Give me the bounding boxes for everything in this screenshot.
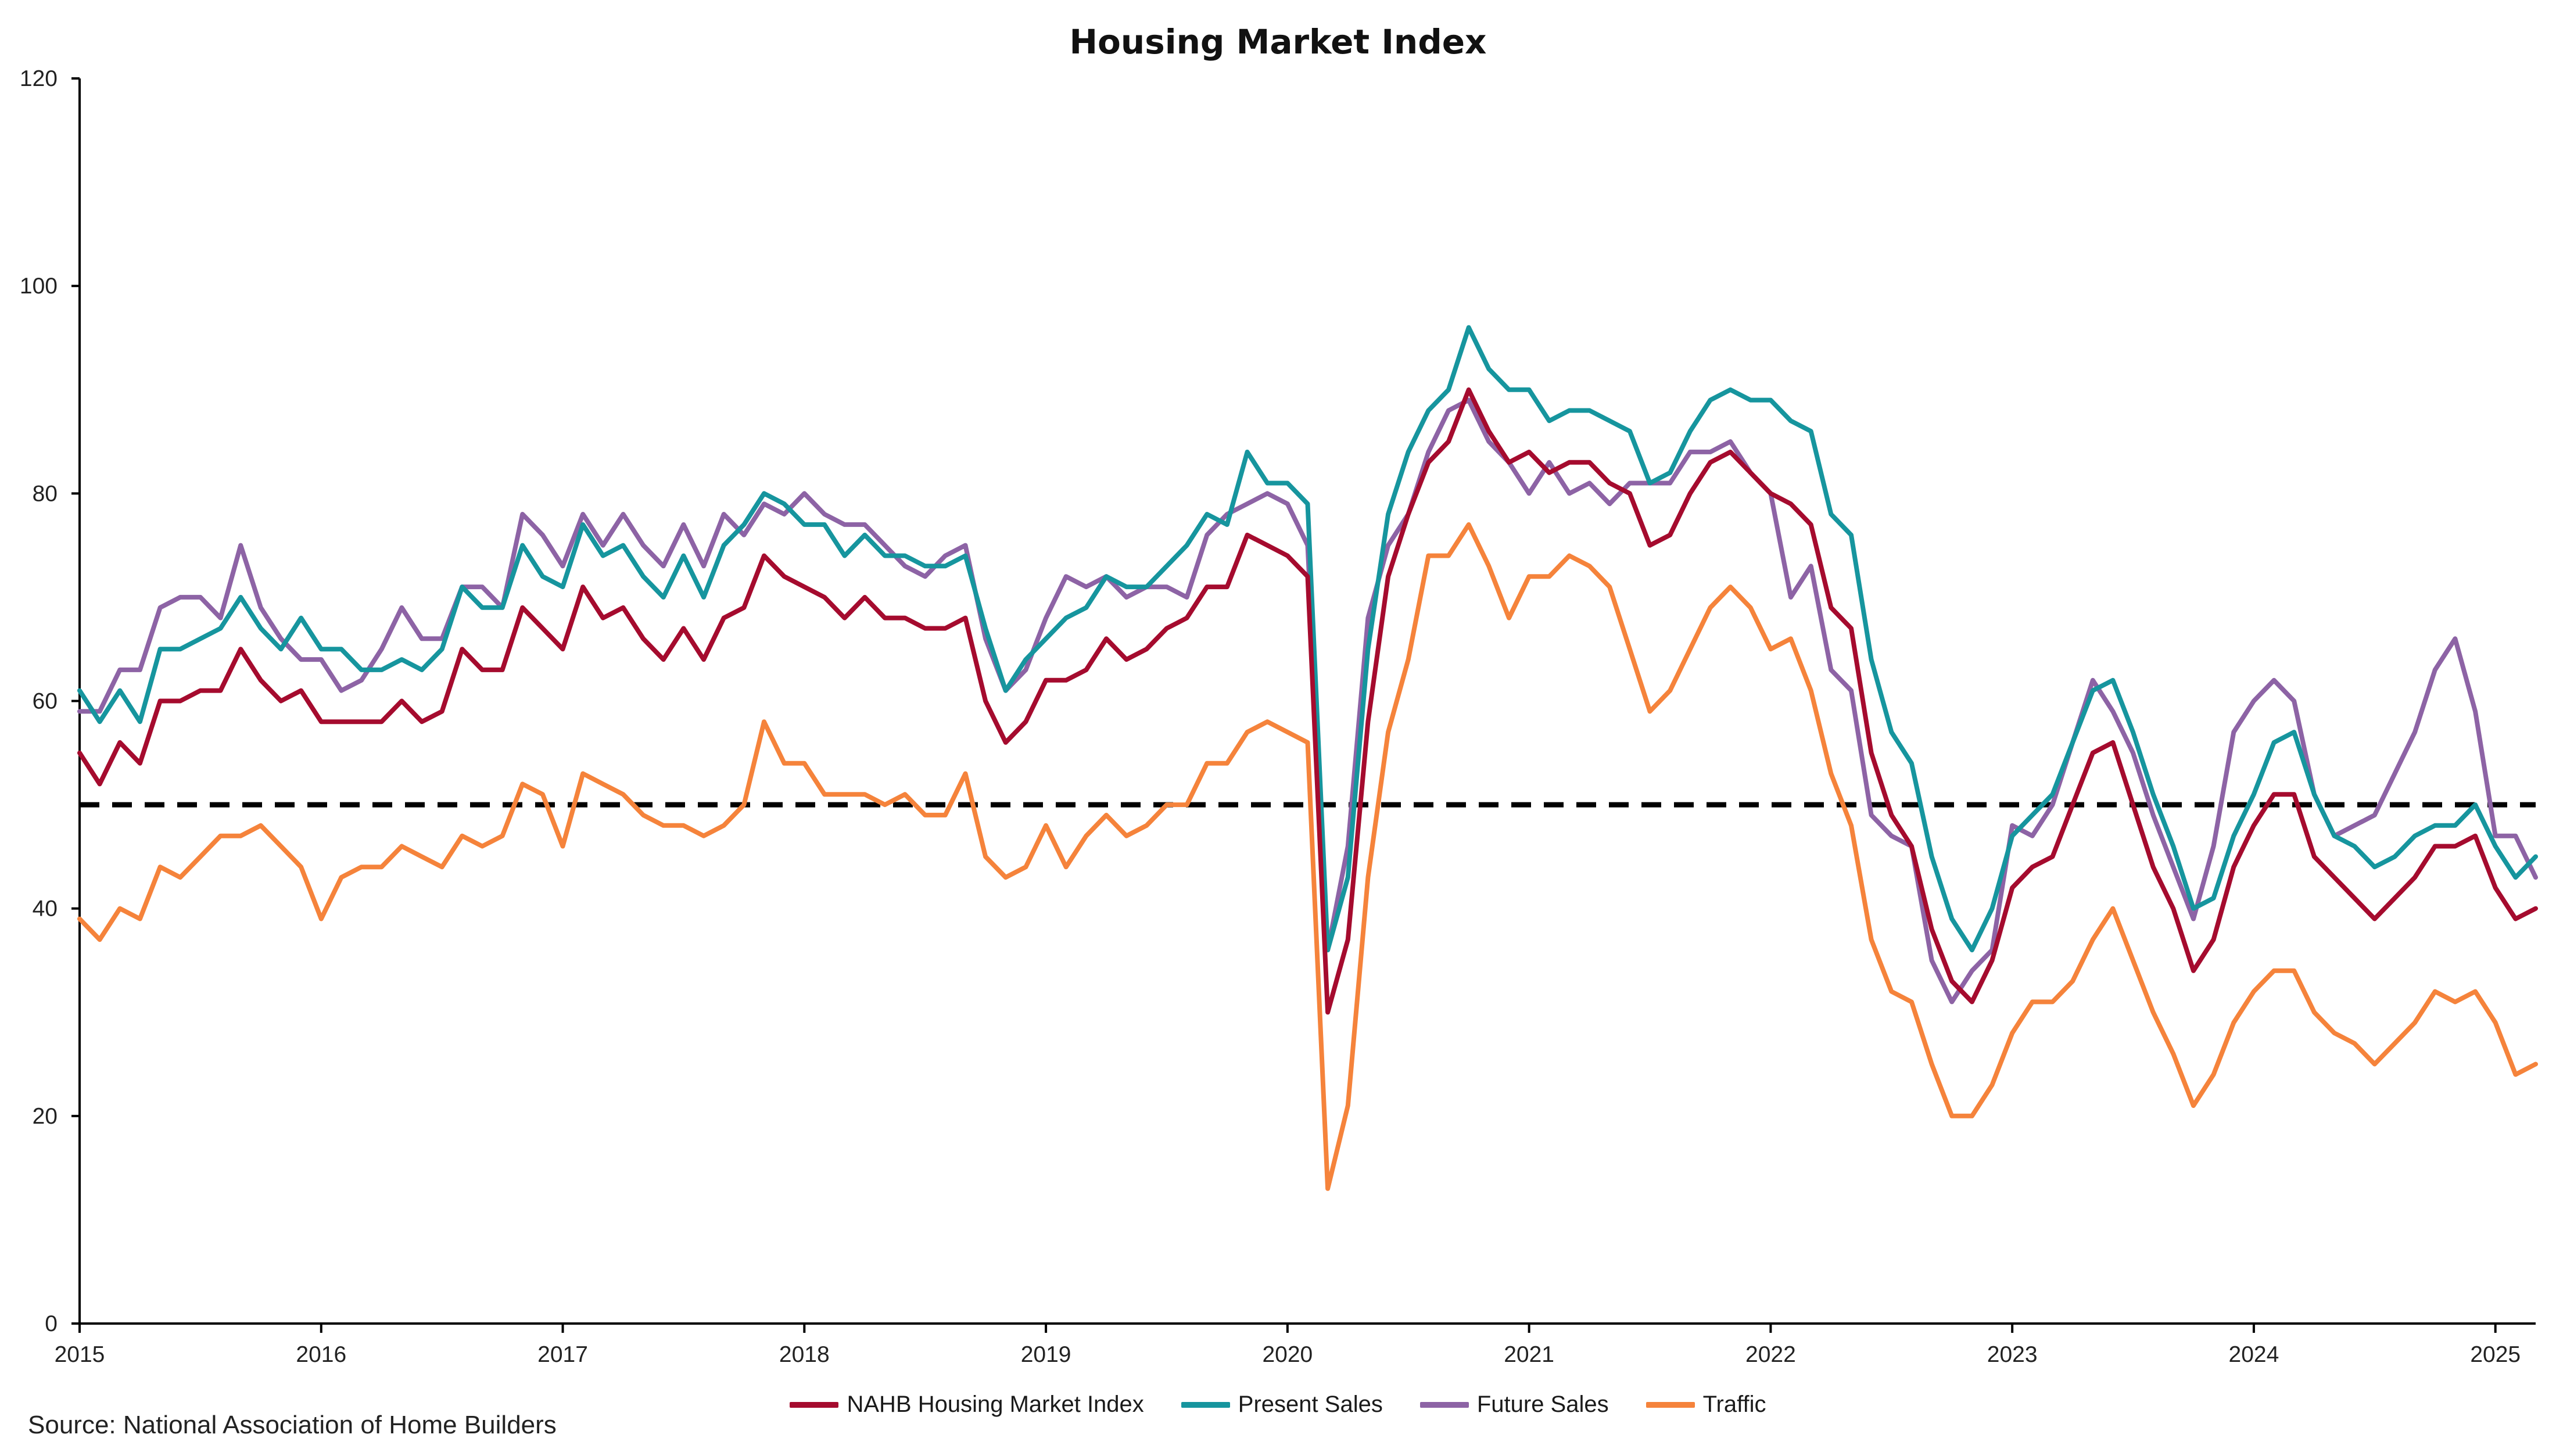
legend-item-nahb-housing-market-index: NAHB Housing Market Index <box>790 1392 1144 1418</box>
x-tick-label: 2016 <box>296 1342 346 1367</box>
legend-item-traffic: Traffic <box>1646 1392 1766 1418</box>
legend-label: Present Sales <box>1238 1392 1383 1417</box>
x-tick-label: 2025 <box>2470 1342 2521 1367</box>
series-line-future-sales <box>77 397 2538 1005</box>
x-tick-label: 2015 <box>55 1342 105 1367</box>
legend-label: Traffic <box>1702 1392 1766 1417</box>
x-tick-label: 2021 <box>1504 1342 1554 1367</box>
series-line-nahb-housing-market-index <box>77 387 2538 1015</box>
y-tick-label: 0 <box>45 1311 58 1336</box>
legend-swatch <box>1646 1401 1695 1408</box>
y-tick-label: 120 <box>20 66 58 91</box>
x-axis: 2015 2016 2017 2018 2019 2020 2021 2022 2023 2024… <box>55 1322 2536 1367</box>
legend-item-future-sales: Future Sales <box>1419 1392 1609 1418</box>
legend-label: Future Sales <box>1476 1392 1609 1417</box>
series-line-present-sales <box>77 325 2538 953</box>
y-tick-label: 20 <box>33 1104 58 1129</box>
series-line-traffic <box>77 522 2538 1191</box>
legend-swatch <box>790 1401 839 1408</box>
legend-swatch <box>1419 1401 1469 1408</box>
legend-label: NAHB Housing Market Index <box>847 1392 1144 1417</box>
y-axis: 0 20 40 60 80 100 120 <box>20 66 81 1336</box>
y-tick-label: 40 <box>33 896 58 921</box>
chart-title: Housing Market Index <box>1069 22 1487 62</box>
x-tick-label: 2018 <box>779 1342 830 1367</box>
legend-item-present-sales: Present Sales <box>1181 1392 1383 1418</box>
y-tick-label: 100 <box>20 274 58 299</box>
source-note: Source: National Association of Home Bui… <box>28 1411 557 1439</box>
x-tick-label: 2017 <box>537 1342 588 1367</box>
legend-swatch <box>1181 1401 1230 1408</box>
x-tick-label: 2022 <box>1745 1342 1796 1367</box>
series-lines <box>77 325 2538 1191</box>
chart-legend: NAHB Housing Market Index Present Sales Fu… <box>0 1392 2556 1418</box>
x-tick-label: 2020 <box>1262 1342 1313 1367</box>
x-tick-label: 2024 <box>2229 1342 2279 1367</box>
y-tick-label: 80 <box>33 481 58 506</box>
x-tick-label: 2019 <box>1021 1342 1071 1367</box>
y-tick-label: 60 <box>33 689 58 714</box>
x-tick-label: 2023 <box>1987 1342 2038 1367</box>
